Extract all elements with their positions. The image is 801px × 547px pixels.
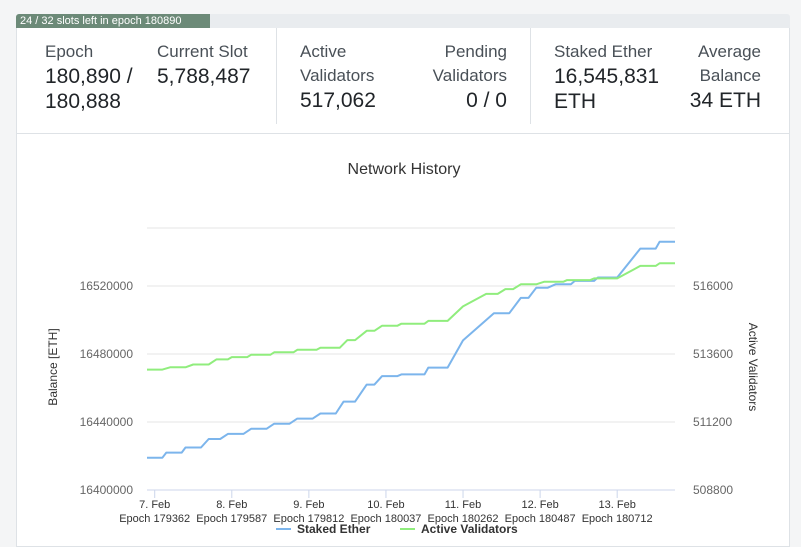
epoch-progress-fill: 24 / 32 slots left in epoch 180890 (16, 14, 210, 28)
x-tick-label-epoch: Epoch 179362 (119, 513, 190, 525)
stat-average-balance: Average Balance 34 ETH (690, 40, 761, 113)
network-card: Epoch 180,890 / 180,888 Current Slot 5,7… (16, 28, 790, 547)
stat-average-balance-label-line2: Balance (699, 66, 761, 85)
stat-pending-validators-label-line1: Pending (444, 42, 507, 61)
x-tick-label-epoch: Epoch 180262 (428, 513, 499, 525)
x-tick-label-date: 13. Feb (599, 499, 636, 511)
series-line-staked-ether (147, 240, 675, 459)
x-tick-label-date: 8. Feb (216, 499, 247, 511)
stat-divider (276, 28, 277, 124)
series-layer (147, 240, 675, 459)
x-tick-label-epoch: Epoch 180037 (350, 513, 421, 525)
stat-pending-validators: Pending Validators 0 / 0 (433, 40, 507, 113)
x-tick-label-date: 12. Feb (521, 499, 558, 511)
y-tick-label-right: 516000 (693, 279, 733, 293)
network-history-chart: Network History 16400000 16440000 16480000… (17, 134, 789, 545)
stat-pending-validators-value: 0 / 0 (466, 89, 507, 112)
x-tick-label-date: 7. Feb (139, 499, 170, 511)
y-axis-left: 16400000 16440000 16480000 16520000 (80, 279, 134, 497)
y-tick-label-left: 16440000 (80, 415, 134, 429)
y-tick-label-left: 16400000 (80, 483, 134, 497)
stat-staked-ether-value-line1: 16,545,831 (554, 65, 660, 88)
y-tick-label-left: 16520000 (80, 279, 134, 293)
stat-average-balance-value: 34 ETH (689, 89, 761, 112)
stat-pending-validators-label-line2: Validators (432, 66, 507, 85)
x-tick-label-epoch: Epoch 180487 (505, 513, 576, 525)
stat-epoch-value-line2: 180,888 (45, 90, 121, 113)
legend-item-active-validators[interactable]: Active Validators (400, 522, 518, 536)
x-tick-label-date: 10. Feb (367, 499, 404, 511)
y-tick-label-right: 511200 (693, 415, 732, 429)
stat-staked-ether-label: Staked Ether (554, 42, 653, 61)
y-axis-right-label: Active Validators (746, 323, 760, 411)
stat-epoch: Epoch 180,890 / 180,888 (45, 40, 133, 114)
stat-current-slot-value: 5,788,487 (157, 65, 251, 88)
y-tick-label-right: 513600 (693, 347, 733, 361)
stat-active-validators-value: 517,062 (300, 89, 376, 112)
y-axis-left-label: Balance [ETH] (46, 328, 60, 405)
y-tick-label-left: 16480000 (80, 347, 134, 361)
legend-item-staked-ether[interactable]: Staked Ether (276, 522, 371, 536)
x-axis: 7. Feb Epoch 179362 8. Feb Epoch 179587 9. F… (119, 489, 675, 525)
stat-divider (530, 28, 531, 124)
x-tick-label-epoch: Epoch 180712 (582, 513, 653, 525)
series-line-active-validators (147, 262, 675, 371)
stat-epoch-value-line1: 180,890 / (45, 65, 133, 88)
stat-active-validators: Active Validators 517,062 (300, 40, 376, 113)
stat-staked-ether-value-line2: ETH (554, 90, 596, 113)
chart-title: Network History (348, 161, 461, 178)
stat-epoch-label: Epoch (45, 42, 94, 61)
x-tick-label-date: 9. Feb (293, 499, 324, 511)
stat-active-validators-label-line1: Active (300, 42, 347, 61)
y-axis-right: 508800 511200 513600 516000 (693, 279, 733, 497)
x-tick-label-epoch: Epoch 179587 (196, 513, 267, 525)
x-tick-label-epoch: Epoch 179812 (273, 513, 344, 525)
stat-current-slot: Current Slot 5,788,487 (157, 40, 250, 89)
stat-average-balance-label-line1: Average (697, 42, 761, 61)
stat-current-slot-label: Current Slot (157, 42, 248, 61)
legend-label-active-validators: Active Validators (421, 522, 518, 536)
y-tick-label-right: 508800 (693, 483, 733, 497)
epoch-progress-bar: 24 / 32 slots left in epoch 180890 (16, 14, 790, 28)
legend: Staked Ether Active Validators (276, 522, 518, 536)
network-history-svg: Network History 16400000 16440000 16480000… (46, 161, 760, 536)
stat-staked-ether: Staked Ether 16,545,831 ETH (554, 40, 659, 114)
legend-label-staked-ether: Staked Ether (297, 522, 371, 536)
stat-active-validators-label-line2: Validators (300, 66, 375, 85)
stats-row: Epoch 180,890 / 180,888 Current Slot 5,7… (17, 28, 789, 134)
x-tick-label-date: 11. Feb (445, 499, 482, 511)
